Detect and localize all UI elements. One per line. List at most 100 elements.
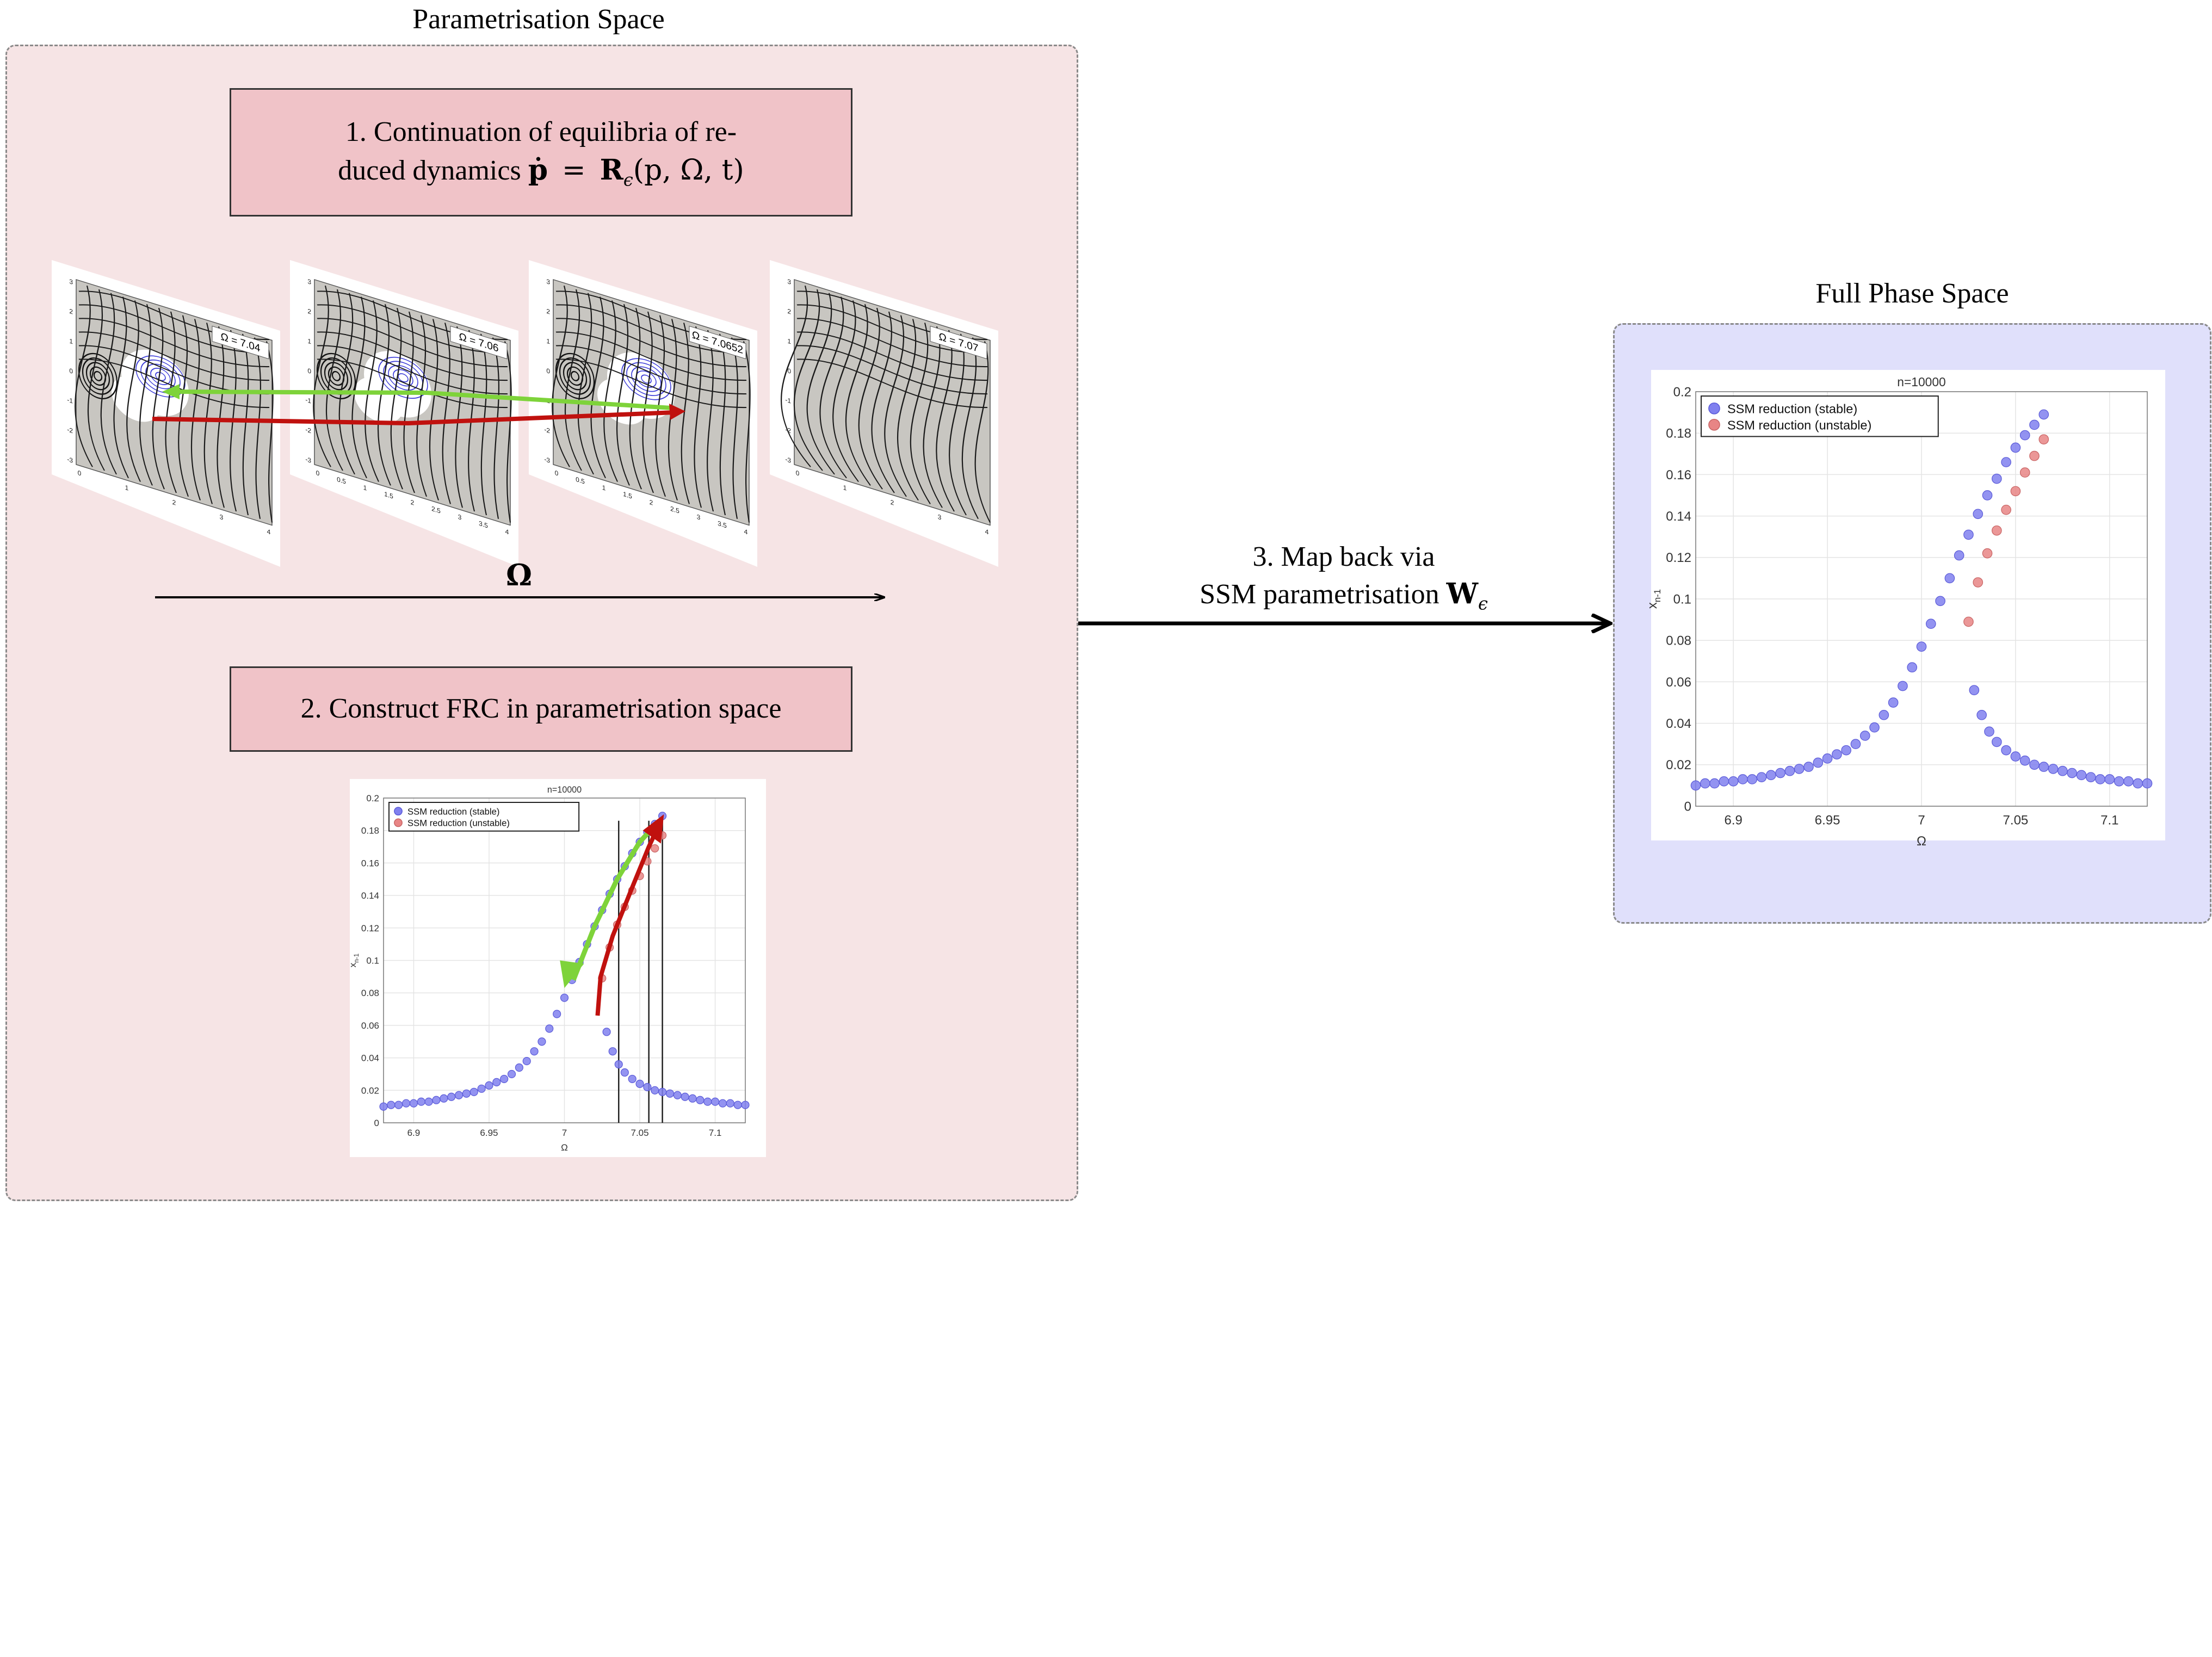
stable-point — [1794, 764, 1805, 774]
streamline — [796, 304, 988, 354]
frc-chart-full-phase: 6.9 6.95 7 7.05 7.1 0 0.02 0.04 0.06 0.08 0.1 0.12 0… — [1645, 370, 2165, 849]
stable-point — [2029, 759, 2040, 770]
streamline — [265, 341, 274, 523]
stable-point — [635, 1079, 644, 1088]
stable-point — [665, 1089, 675, 1098]
stable-point — [1766, 770, 1776, 781]
stable-point — [1775, 768, 1785, 778]
portrait-y-tick: -1 — [305, 396, 311, 405]
streamline — [429, 319, 440, 500]
stable-point — [2076, 770, 2087, 781]
y-tick-label: 0.08 — [361, 988, 379, 998]
portrait-x-tick: 2 — [172, 498, 176, 507]
portrait-x-tick: 1.5 — [623, 490, 632, 500]
x-tick-label: 7.1 — [709, 1128, 722, 1138]
stable-point — [2057, 765, 2068, 776]
streamline — [338, 293, 355, 475]
portrait-x-tick: 2 — [411, 498, 415, 507]
green-arrowhead — [560, 960, 584, 988]
portrait-y-tick: 1 — [787, 337, 791, 346]
stable-point — [673, 1091, 682, 1099]
stable-point — [1832, 749, 1842, 760]
portrait-y-tick: 2 — [546, 307, 550, 316]
streamline — [731, 337, 738, 519]
stable-point — [462, 1089, 471, 1098]
stable-point — [560, 993, 569, 1002]
x-tick-label: 6.95 — [1815, 813, 1840, 828]
streamline — [781, 286, 811, 467]
portrait-x-tick: 4 — [985, 528, 989, 536]
unstable-point — [651, 844, 659, 853]
y-tick-label: 0.14 — [1666, 509, 1691, 524]
frc-chart-parametrisation: 6.9 6.95 7 7.05 7.1 0 0.02 0.04 0.06 0.08 0.1 0.12 0… — [348, 779, 766, 1157]
plot-frame — [383, 797, 746, 1123]
stable-point — [440, 1094, 448, 1103]
y-tick-label: 0.02 — [361, 1085, 379, 1096]
stable-point — [2019, 430, 2030, 441]
streamline — [871, 311, 895, 493]
stable-point — [681, 1092, 689, 1101]
step1-box: 1. Continuation of equilibria of re- duc… — [230, 88, 852, 217]
stable-point — [545, 1024, 554, 1033]
stable-point — [1879, 710, 1889, 720]
step1-line2: duced dynamics ṗ = Rϵ(p, Ω, t) — [338, 153, 744, 190]
streamline — [694, 326, 702, 508]
y-tick-label: 0 — [1684, 799, 1691, 814]
portrait-y-tick: -3 — [305, 455, 311, 465]
portrait-x-tick: 1 — [602, 484, 606, 492]
y-tick-label: 0.08 — [1666, 634, 1691, 648]
stable-point — [1813, 757, 1824, 768]
legend-marker — [394, 807, 403, 816]
x-tick-label: 7.05 — [631, 1128, 648, 1138]
streamline — [796, 331, 988, 381]
red-arrowhead — [642, 814, 664, 844]
portrait-y-tick: -2 — [544, 425, 550, 435]
portrait-y-tick: 3 — [69, 277, 73, 286]
unstable-point — [1982, 548, 1993, 559]
legend-label: SSM reduction (stable) — [407, 806, 499, 817]
stable-point — [515, 1063, 523, 1072]
red-path-arrow — [152, 410, 675, 426]
streamline — [313, 286, 331, 467]
portrait-x-tick: 3 — [697, 513, 701, 522]
portrait-y-tick: 1 — [546, 337, 550, 346]
streamline — [78, 318, 270, 368]
stable-point — [492, 1078, 501, 1086]
x-tick-label: 6.9 — [1724, 813, 1742, 828]
streamline — [480, 333, 487, 515]
streamline — [832, 300, 859, 483]
focus-orbit — [559, 357, 591, 395]
streamline — [78, 358, 270, 409]
streamline — [806, 293, 835, 475]
y-tick-label: 0 — [374, 1118, 379, 1128]
streamline — [555, 331, 747, 381]
stable-point — [628, 1074, 637, 1083]
spiral-orbit — [398, 373, 409, 382]
stable-point — [1898, 681, 1908, 691]
streamline — [707, 330, 714, 512]
portrait-y-tick: 0 — [69, 367, 73, 375]
streamline — [961, 337, 979, 520]
stable-point — [2001, 457, 2011, 467]
stable-point — [2095, 774, 2105, 784]
stable-point — [2019, 755, 2030, 766]
stable-point — [2104, 774, 2115, 784]
portrait-x-tick: 0 — [316, 469, 320, 478]
stable-point — [1992, 473, 2002, 484]
omega-axis-label: Ω — [506, 558, 533, 592]
focus-orbit — [555, 353, 595, 399]
streamline — [796, 345, 988, 395]
streamline — [564, 289, 582, 471]
streamline — [78, 331, 270, 381]
stable-point — [469, 1087, 478, 1096]
focus-orbit — [78, 353, 118, 399]
x-axis-label: Ω — [561, 1142, 568, 1153]
green-continuation-arrow — [571, 819, 662, 981]
portrait-y-tick: 3 — [787, 277, 791, 286]
legend-marker — [1708, 418, 1720, 431]
stable-point — [537, 1037, 546, 1046]
basin-region — [112, 375, 160, 422]
stable-point — [2038, 409, 2049, 420]
streamline — [796, 318, 988, 368]
